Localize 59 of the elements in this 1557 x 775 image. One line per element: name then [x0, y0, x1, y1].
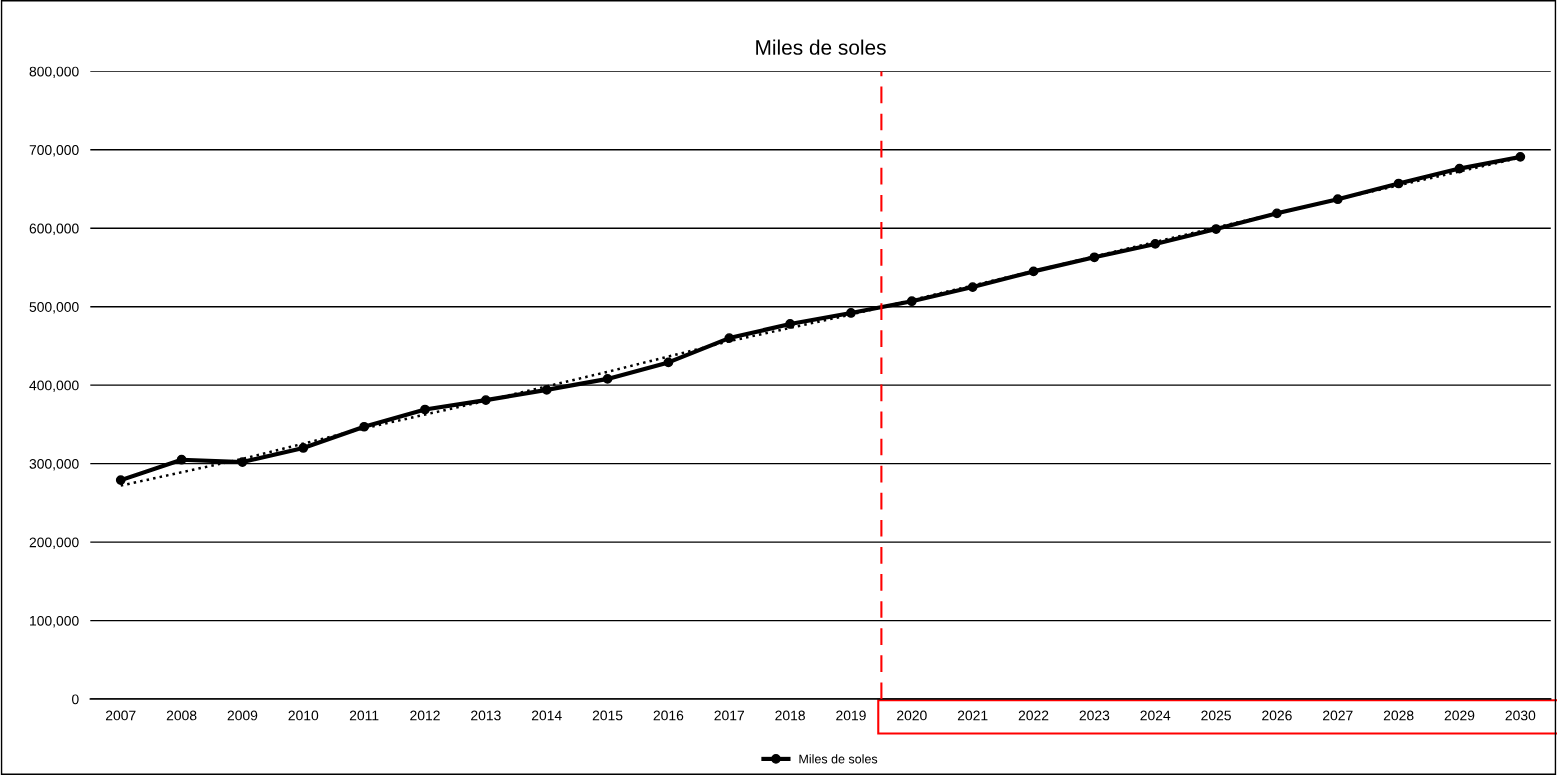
- x-tick-label: 2017: [714, 710, 745, 721]
- x-tick-label: 2028: [1383, 710, 1414, 721]
- point: [1211, 224, 1221, 234]
- y-tick-label: 500,000: [29, 302, 79, 314]
- x-tick-label: 2029: [1444, 710, 1475, 721]
- x-tick-label: 2021: [957, 710, 988, 721]
- y-tick-label: 600,000: [29, 223, 79, 236]
- point: [298, 443, 309, 453]
- x-tick-label: 2023: [1079, 710, 1110, 721]
- point: [1515, 151, 1526, 162]
- point: [176, 454, 187, 465]
- y-tick-label: 200,000: [29, 537, 79, 549]
- point: [1272, 208, 1282, 219]
- y-tick-label: 100,000: [30, 615, 79, 628]
- x-tick-label: 2019: [836, 710, 866, 721]
- point: [1393, 178, 1404, 189]
- x-tick-label: 2009: [227, 710, 258, 721]
- x-tick-label: 2024: [1140, 710, 1171, 721]
- point: [1089, 252, 1100, 263]
- x-tick-label: 2012: [410, 710, 440, 721]
- x-tick-label: 2018: [775, 710, 805, 721]
- point: [115, 475, 126, 485]
- y-tick-label: 0: [72, 694, 79, 705]
- point: [846, 308, 856, 318]
- point: [967, 282, 978, 292]
- point: [1150, 239, 1161, 249]
- point: [1454, 163, 1465, 174]
- x-tick-label: 2020: [897, 710, 927, 721]
- x-tick-label: 2014: [531, 710, 562, 721]
- y-tick-label: 800,000: [29, 66, 79, 79]
- point: [785, 319, 795, 329]
- point: [420, 404, 430, 415]
- y-tick-label: 300,000: [29, 458, 79, 471]
- point: [359, 421, 370, 432]
- point: [724, 333, 735, 343]
- x-tick-label: 2007: [105, 710, 136, 721]
- x-tick-label: 2011: [349, 710, 379, 721]
- y-tick-label: 400,000: [29, 380, 79, 392]
- y-tick-label: 700,000: [29, 145, 79, 157]
- point: [237, 457, 248, 467]
- point: [663, 357, 674, 368]
- x-tick-label: 2015: [592, 710, 623, 721]
- x-tick-label: 2008: [166, 710, 197, 721]
- point: [541, 385, 552, 395]
- point: [1332, 194, 1343, 205]
- point: [480, 395, 491, 405]
- point: [906, 296, 917, 307]
- legend-label: Miles de soles: [799, 754, 878, 764]
- point: [1028, 266, 1039, 277]
- x-tick-label: 2022: [1018, 710, 1049, 721]
- x-tick-label: 2030: [1505, 710, 1536, 721]
- x-tick-label: 2013: [471, 710, 501, 721]
- x-tick-label: 2016: [653, 710, 684, 721]
- x-tick-label: 2027: [1323, 710, 1353, 721]
- x-tick-label: 2025: [1201, 710, 1231, 721]
- x-tick-label: 2026: [1262, 710, 1292, 721]
- chart-title: Miles de soles: [756, 39, 886, 55]
- point: [602, 374, 613, 384]
- x-tick-label: 2010: [288, 710, 319, 721]
